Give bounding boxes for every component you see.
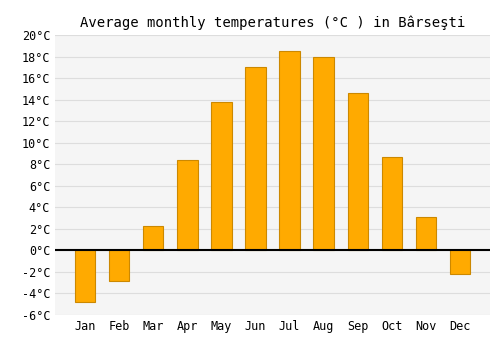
Bar xyxy=(280,51,300,250)
Bar xyxy=(382,157,402,250)
Bar xyxy=(109,250,130,281)
Bar xyxy=(450,250,470,274)
Bar xyxy=(245,67,266,250)
Bar xyxy=(211,102,232,250)
Bar xyxy=(416,217,436,250)
Bar xyxy=(314,57,334,250)
Bar xyxy=(177,160,198,250)
Title: Average monthly temperatures (°C ) in Bârseşti: Average monthly temperatures (°C ) in Bâ… xyxy=(80,15,465,30)
Bar xyxy=(348,93,368,250)
Bar xyxy=(143,226,164,250)
Bar xyxy=(75,250,95,302)
